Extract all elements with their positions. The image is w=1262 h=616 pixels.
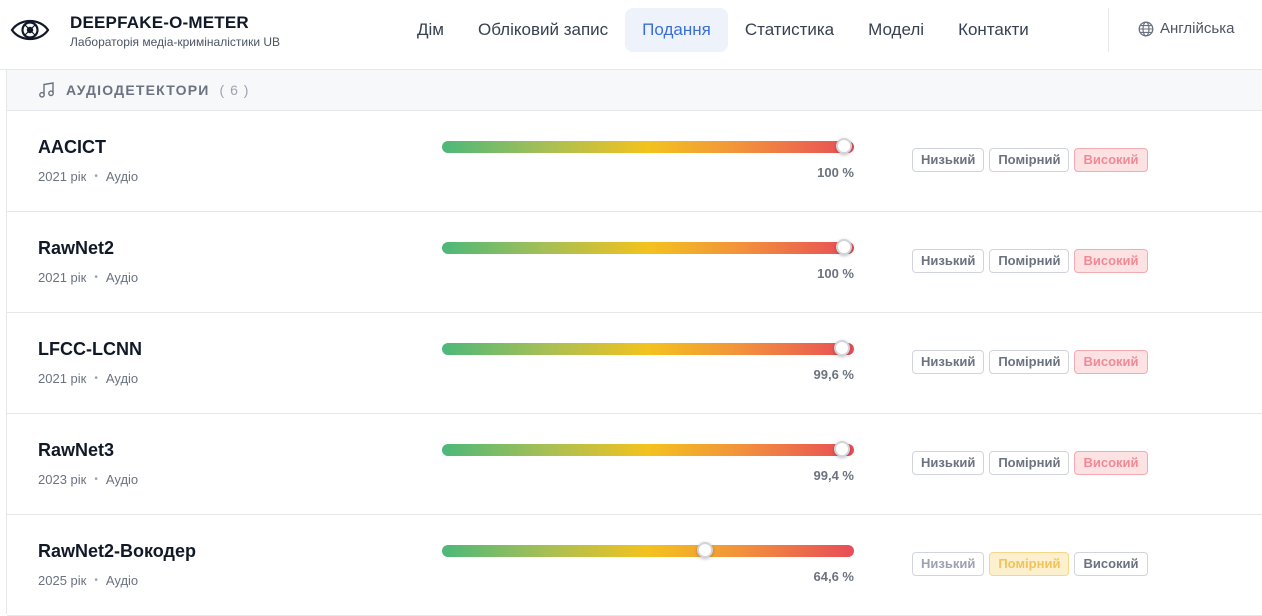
model-year: 2021 рік (38, 169, 87, 184)
level-high-button[interactable]: Високий (1074, 451, 1148, 475)
score-gradient-bar (442, 242, 854, 254)
model-type: Аудіо (105, 169, 139, 184)
main-nav: Дім Обліковий запис Подання Статистика М… (400, 8, 1046, 52)
model-name: RawNet3 (38, 440, 115, 460)
nav-account[interactable]: Обліковий запис (477, 20, 609, 39)
score-percent: 99,4 % (813, 468, 854, 483)
model-meta: 2021 рік • Аудіо (38, 169, 138, 184)
score-percent: 100 % (817, 165, 854, 180)
model-year: 2025 рік (38, 573, 87, 588)
brand-subtitle: Лабораторія медіа-криміналістики UB (70, 35, 281, 49)
score-slider[interactable] (442, 441, 854, 457)
model-name: RawNet2 (38, 238, 115, 258)
score-gradient-bar (442, 444, 854, 456)
model-type: Аудіо (105, 573, 139, 588)
score-slider-handle[interactable] (836, 239, 852, 255)
level-low-button[interactable]: Низький (912, 148, 985, 172)
model-meta: 2021 рік • Аудіо (38, 270, 138, 285)
level-mid-button[interactable]: Помірний (989, 350, 1070, 374)
score-slider[interactable] (442, 542, 854, 558)
model-year: 2021 рік (38, 270, 87, 285)
detector-row: RawNet2 2021 рік • Аудіо 100 % Низький П… (7, 212, 1262, 313)
model-name: LFCC-LCNN (38, 339, 142, 359)
score-percent: 64,6 % (813, 569, 854, 584)
model-meta: 2023 рік • Аудіо (38, 472, 138, 487)
globe-icon (1138, 21, 1154, 36)
score-slider[interactable] (442, 340, 854, 356)
risk-level-group: Низький Помірний Високий (912, 451, 1153, 475)
meta-separator: • (94, 171, 98, 182)
score-slider-handle[interactable] (696, 542, 713, 558)
level-high-button[interactable]: Високий (1074, 552, 1148, 576)
nav-divider (1108, 8, 1109, 52)
meta-separator: • (94, 474, 98, 485)
level-high-button[interactable]: Високий (1074, 350, 1148, 374)
level-low-button[interactable]: Низький (912, 552, 985, 576)
nav-submissions[interactable]: Подання (625, 8, 728, 52)
nav-home[interactable]: Дім (417, 20, 444, 39)
meta-separator: • (94, 575, 98, 586)
nav-contacts[interactable]: Контакти (958, 20, 1029, 39)
level-mid-button[interactable]: Помірний (989, 552, 1070, 576)
score-gradient-bar (442, 545, 854, 557)
score-slider-handle[interactable] (833, 441, 850, 457)
model-meta: 2025 рік • Аудіо (38, 573, 138, 588)
score-slider-handle[interactable] (834, 340, 851, 356)
language-label: Англійська (1160, 20, 1235, 37)
top-header: DEEPFAKE-O-METER Лабораторія медіа-кримі… (0, 0, 1262, 70)
section-count: ( 6 ) (219, 82, 250, 98)
detector-row: RawNet3 2023 рік • Аудіо 99,4 % Низький … (7, 414, 1262, 515)
language-switcher[interactable]: Англійська (1138, 20, 1234, 37)
level-low-button[interactable]: Низький (912, 350, 985, 374)
score-slider[interactable] (442, 239, 854, 255)
model-name: RawNet2-Вокодер (38, 541, 196, 561)
score-slider-handle[interactable] (836, 138, 852, 154)
brand-title[interactable]: DEEPFAKE-O-METER (70, 13, 249, 32)
risk-level-group: Низький Помірний Високий (912, 552, 1153, 576)
score-percent: 99,6 % (813, 367, 854, 382)
level-mid-button[interactable]: Помірний (989, 249, 1070, 273)
score-gradient-bar (442, 343, 854, 355)
eye-logo-icon[interactable] (10, 14, 50, 46)
detector-list: AACICT 2021 рік • Аудіо 100 % Низький По… (7, 111, 1262, 616)
model-year: 2023 рік (38, 472, 87, 487)
model-type: Аудіо (105, 472, 139, 487)
model-type: Аудіо (105, 270, 139, 285)
music-note-icon (39, 82, 54, 98)
risk-level-group: Низький Помірний Високий (912, 148, 1153, 172)
level-high-button[interactable]: Високий (1074, 148, 1148, 172)
section-title: АУДІОДЕТЕКТОРИ (66, 82, 210, 98)
detector-row: AACICT 2021 рік • Аудіо 100 % Низький По… (7, 111, 1262, 212)
model-type: Аудіо (105, 371, 139, 386)
model-meta: 2021 рік • Аудіо (38, 371, 138, 386)
level-low-button[interactable]: Низький (912, 451, 985, 475)
detector-row: RawNet2-Вокодер 2025 рік • Аудіо 64,6 % … (7, 515, 1262, 616)
meta-separator: • (94, 272, 98, 283)
level-mid-button[interactable]: Помірний (989, 451, 1070, 475)
score-slider[interactable] (442, 138, 854, 154)
nav-statistics[interactable]: Статистика (744, 20, 835, 39)
meta-separator: • (94, 373, 98, 384)
level-high-button[interactable]: Високий (1074, 249, 1148, 273)
detectors-panel: АУДІОДЕТЕКТОРИ ( 6 ) AACICT 2021 рік • А… (6, 70, 1262, 616)
level-mid-button[interactable]: Помірний (989, 148, 1070, 172)
risk-level-group: Низький Помірний Високий (912, 350, 1153, 374)
score-percent: 100 % (817, 266, 854, 281)
score-gradient-bar (442, 141, 854, 153)
section-header: АУДІОДЕТЕКТОРИ ( 6 ) (7, 70, 1262, 111)
detector-row: LFCC-LCNN 2021 рік • Аудіо 99,6 % Низьки… (7, 313, 1262, 414)
nav-models[interactable]: Моделі (868, 20, 925, 39)
model-year: 2021 рік (38, 371, 87, 386)
model-name: AACICT (38, 137, 106, 157)
level-low-button[interactable]: Низький (912, 249, 985, 273)
risk-level-group: Низький Помірний Високий (912, 249, 1153, 273)
